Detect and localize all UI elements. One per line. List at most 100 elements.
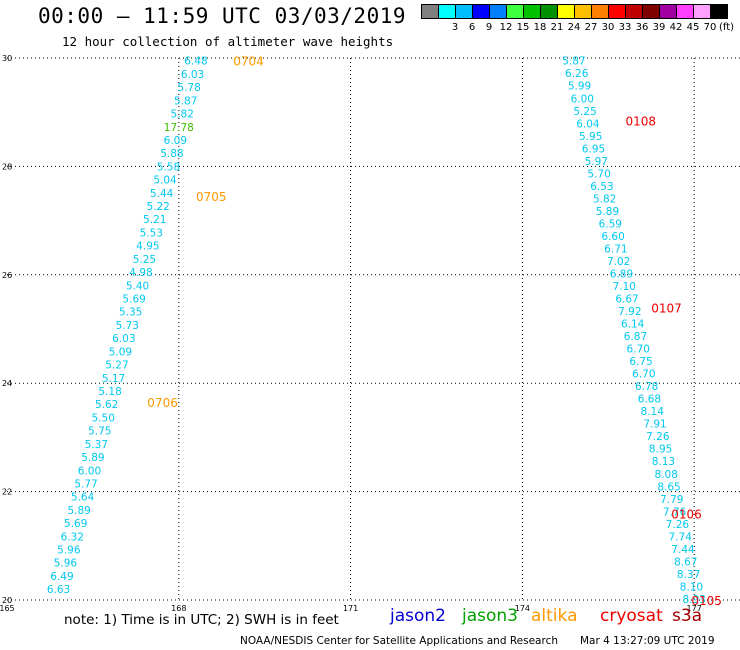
swh-value: 8.13 (652, 456, 675, 468)
note-text: note: 1) Time is in UTC; 2) SWH is in fe… (64, 612, 339, 628)
swh-value: 5.50 (92, 412, 115, 424)
swh-value: 6.68 (638, 394, 661, 406)
swh-value: 7.74 (669, 531, 693, 543)
swh-value: 5.35 (119, 307, 142, 319)
scale-label: 12 (499, 22, 513, 33)
swh-value: 6.87 (624, 331, 647, 343)
time-label: 0107 (651, 301, 682, 315)
swh-value: 5.37 (85, 439, 108, 451)
swh-value: 5.73 (116, 320, 139, 332)
swh-value: 5.17 (102, 373, 125, 385)
swh-value: 5.89 (67, 505, 90, 517)
chart-title: 00:00 — 11:59 UTC 03/03/2019 (38, 4, 407, 28)
swh-value: 6.00 (78, 465, 101, 477)
swh-value: 7.26 (666, 519, 690, 531)
scale-label: 21 (550, 22, 564, 33)
scale-swatch (710, 4, 728, 19)
swh-value: 6.49 (50, 571, 73, 583)
swh-value: 6.70 (627, 344, 650, 356)
swh-value: 6.70 (632, 369, 655, 381)
x-tick-label: 168 (171, 604, 186, 613)
swh-value: 5.21 (143, 214, 166, 226)
swh-value: 8.08 (655, 469, 678, 481)
swh-value: 5.87 (174, 95, 197, 107)
swh-value: 5.53 (140, 227, 163, 239)
footer-timestamp: Mar 4 13:27:09 UTC 2019 (580, 635, 715, 647)
swh-value: 6.78 (635, 381, 658, 393)
x-tick-label: 174 (515, 604, 530, 613)
swh-value: 5.44 (150, 188, 174, 200)
swh-value: 5.82 (171, 109, 194, 121)
scale-label: 6 (468, 22, 476, 33)
swh-value: 5.18 (98, 386, 121, 398)
swh-value: 7.91 (643, 419, 666, 431)
swh-value: 6.75 (629, 356, 652, 368)
time-label: 0705 (196, 190, 227, 204)
swh-value: 6.59 (599, 218, 622, 230)
color-scale (421, 4, 728, 19)
y-tick-label: 30 (2, 54, 12, 63)
swh-value: 6.71 (604, 243, 627, 255)
swh-value: 8.95 (649, 444, 672, 456)
time-label: 0108 (625, 114, 656, 128)
swh-value: 5.27 (105, 360, 128, 372)
swh-value: 5.04 (153, 175, 177, 187)
legend-jason2: jason2 (390, 606, 446, 626)
swh-value: 4.98 (129, 267, 152, 279)
footer-credit: NOAA/NESDIS Center for Satellite Applica… (240, 635, 558, 647)
swh-value: 4.95 (136, 241, 159, 253)
time-label: 0704 (233, 55, 264, 69)
scale-label: 9 (485, 22, 493, 33)
swh-value: 5.99 (568, 81, 591, 93)
time-label: 0106 (671, 507, 702, 521)
swh-value: 5.22 (146, 201, 169, 213)
swh-value: 8.67 (674, 556, 697, 568)
x-tick-label: 171 (343, 604, 358, 613)
swh-value: 5.96 (57, 545, 81, 557)
swh-value: 8.10 (680, 581, 703, 593)
swh-value: 6.26 (565, 68, 589, 80)
x-tick-label: 177 (687, 604, 702, 613)
y-tick-label: 22 (2, 488, 12, 497)
swh-value: 5.88 (160, 148, 183, 160)
swh-value: 6.48 (184, 56, 207, 68)
scale-label: 70 (703, 22, 717, 33)
y-tick-label: 26 (2, 271, 12, 280)
swh-value: 6.03 (181, 69, 204, 81)
color-scale-unit: (ft) (719, 22, 735, 33)
scale-label: 27 (584, 22, 598, 33)
swh-value: 5.89 (81, 452, 104, 464)
y-tick-label: 20 (2, 596, 12, 605)
swh-value: 6.14 (621, 319, 645, 331)
swh-value: 6.03 (112, 333, 135, 345)
legend-altika: altika (531, 606, 578, 626)
swh-value: 5.58 (157, 161, 180, 173)
swh-value: 5.96 (54, 558, 78, 570)
swh-value: 6.89 (610, 268, 633, 280)
swh-value: 8.65 (657, 481, 680, 493)
swh-value: 6.04 (576, 118, 600, 130)
chart-subtitle: 12 hour collection of altimeter wave hei… (62, 34, 394, 49)
swh-value: 6.09 (164, 135, 187, 147)
swh-value: 5.69 (122, 294, 145, 306)
swh-value: 7.79 (660, 494, 683, 506)
swh-value: 5.77 (74, 478, 97, 490)
legend-s3a: s3a (672, 606, 703, 626)
swh-value: 5.82 (593, 193, 616, 205)
swh-value: 5.62 (95, 399, 118, 411)
legend-jason3: jason3 (462, 606, 518, 626)
scale-label: 24 (567, 22, 581, 33)
x-tick-label: 165 (0, 604, 15, 613)
swh-value: 6.00 (571, 93, 594, 105)
scale-label: 18 (533, 22, 547, 33)
scale-label: 33 (618, 22, 632, 33)
swh-value: 5.25 (573, 106, 596, 118)
y-tick-label: 28 (2, 162, 12, 171)
swh-value: 6.67 (615, 294, 638, 306)
swh-value: 5.95 (579, 131, 602, 143)
swh-value: 6.60 (601, 231, 624, 243)
swh-value: 5.69 (64, 518, 87, 530)
swh-value: 7.76 (663, 506, 687, 518)
swh-value: 7.26 (646, 431, 670, 443)
